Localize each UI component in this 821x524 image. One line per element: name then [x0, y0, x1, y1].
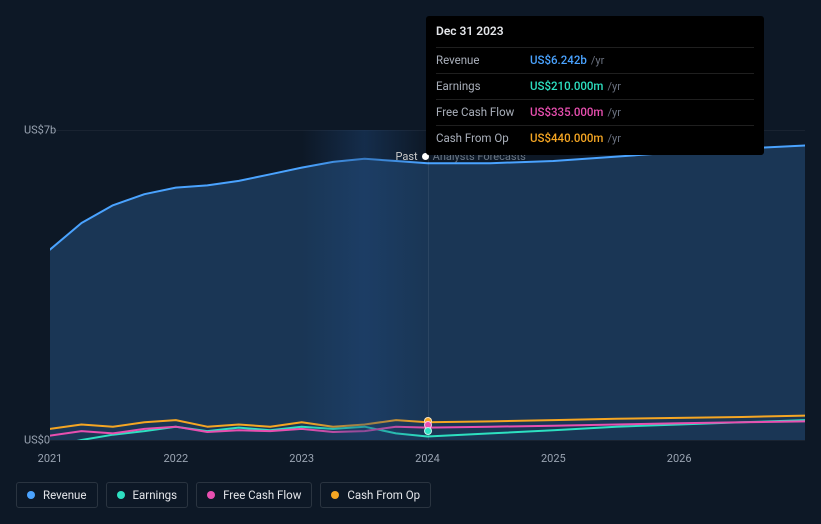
chart-tooltip: Dec 31 2023 RevenueUS$6.242b/yrEarningsU… — [426, 16, 764, 155]
y-axis-label: US$0 — [24, 434, 50, 447]
tooltip-row-label: Cash From Op — [436, 130, 530, 147]
hover-marker — [424, 427, 432, 435]
tooltip-row-unit: /yr — [607, 78, 620, 95]
tooltip-row-label: Revenue — [436, 52, 530, 69]
chart-legend: Revenue Earnings Free Cash Flow Cash From O… — [16, 482, 431, 508]
legend-label: Earnings — [133, 488, 178, 502]
legend-dot-icon — [27, 491, 35, 499]
tooltip-row-value: US$335.000m — [530, 104, 603, 121]
tooltip-row: Free Cash FlowUS$335.000m/yr — [436, 104, 754, 121]
legend-label: Revenue — [43, 488, 87, 502]
legend-item-earnings[interactable]: Earnings — [106, 482, 189, 508]
tooltip-row-unit: /yr — [607, 104, 620, 121]
tooltip-row-value: US$210.000m — [530, 78, 603, 95]
legend-item-fcf[interactable]: Free Cash Flow — [196, 482, 312, 508]
x-axis-label: 2026 — [667, 452, 692, 465]
legend-dot-icon — [207, 491, 215, 499]
x-axis-label: 2024 — [415, 452, 440, 465]
tooltip-row-value: US$6.242b — [530, 52, 587, 69]
tooltip-row: Cash From OpUS$440.000m/yr — [436, 130, 754, 147]
tooltip-row: EarningsUS$210.000m/yr — [436, 78, 754, 95]
past-label: Past — [396, 150, 418, 163]
past-forecast-divider — [428, 140, 429, 440]
hover-highlight — [302, 130, 428, 440]
tooltip-row-value: US$440.000m — [530, 130, 603, 147]
legend-label: Cash From Op — [347, 488, 420, 502]
legend-item-cfo[interactable]: Cash From Op — [320, 482, 431, 508]
x-axis-label: 2023 — [289, 452, 314, 465]
tooltip-row: RevenueUS$6.242b/yr — [436, 52, 754, 69]
y-gridline — [50, 440, 805, 441]
legend-dot-icon — [331, 491, 339, 499]
tooltip-row-unit: /yr — [591, 52, 604, 69]
legend-label: Free Cash Flow — [223, 488, 301, 502]
legend-dot-icon — [117, 491, 125, 499]
x-axis-label: 2021 — [38, 452, 63, 465]
tooltip-row-label: Earnings — [436, 78, 530, 95]
tooltip-date: Dec 31 2023 — [436, 24, 754, 42]
x-axis-label: 2025 — [541, 452, 566, 465]
financial-chart: US$0US$7b Past Analysts Forecasts 202120… — [0, 0, 821, 524]
legend-item-revenue[interactable]: Revenue — [16, 482, 98, 508]
tooltip-row-unit: /yr — [607, 130, 620, 147]
x-axis-label: 2022 — [163, 452, 188, 465]
tooltip-row-label: Free Cash Flow — [436, 104, 530, 121]
